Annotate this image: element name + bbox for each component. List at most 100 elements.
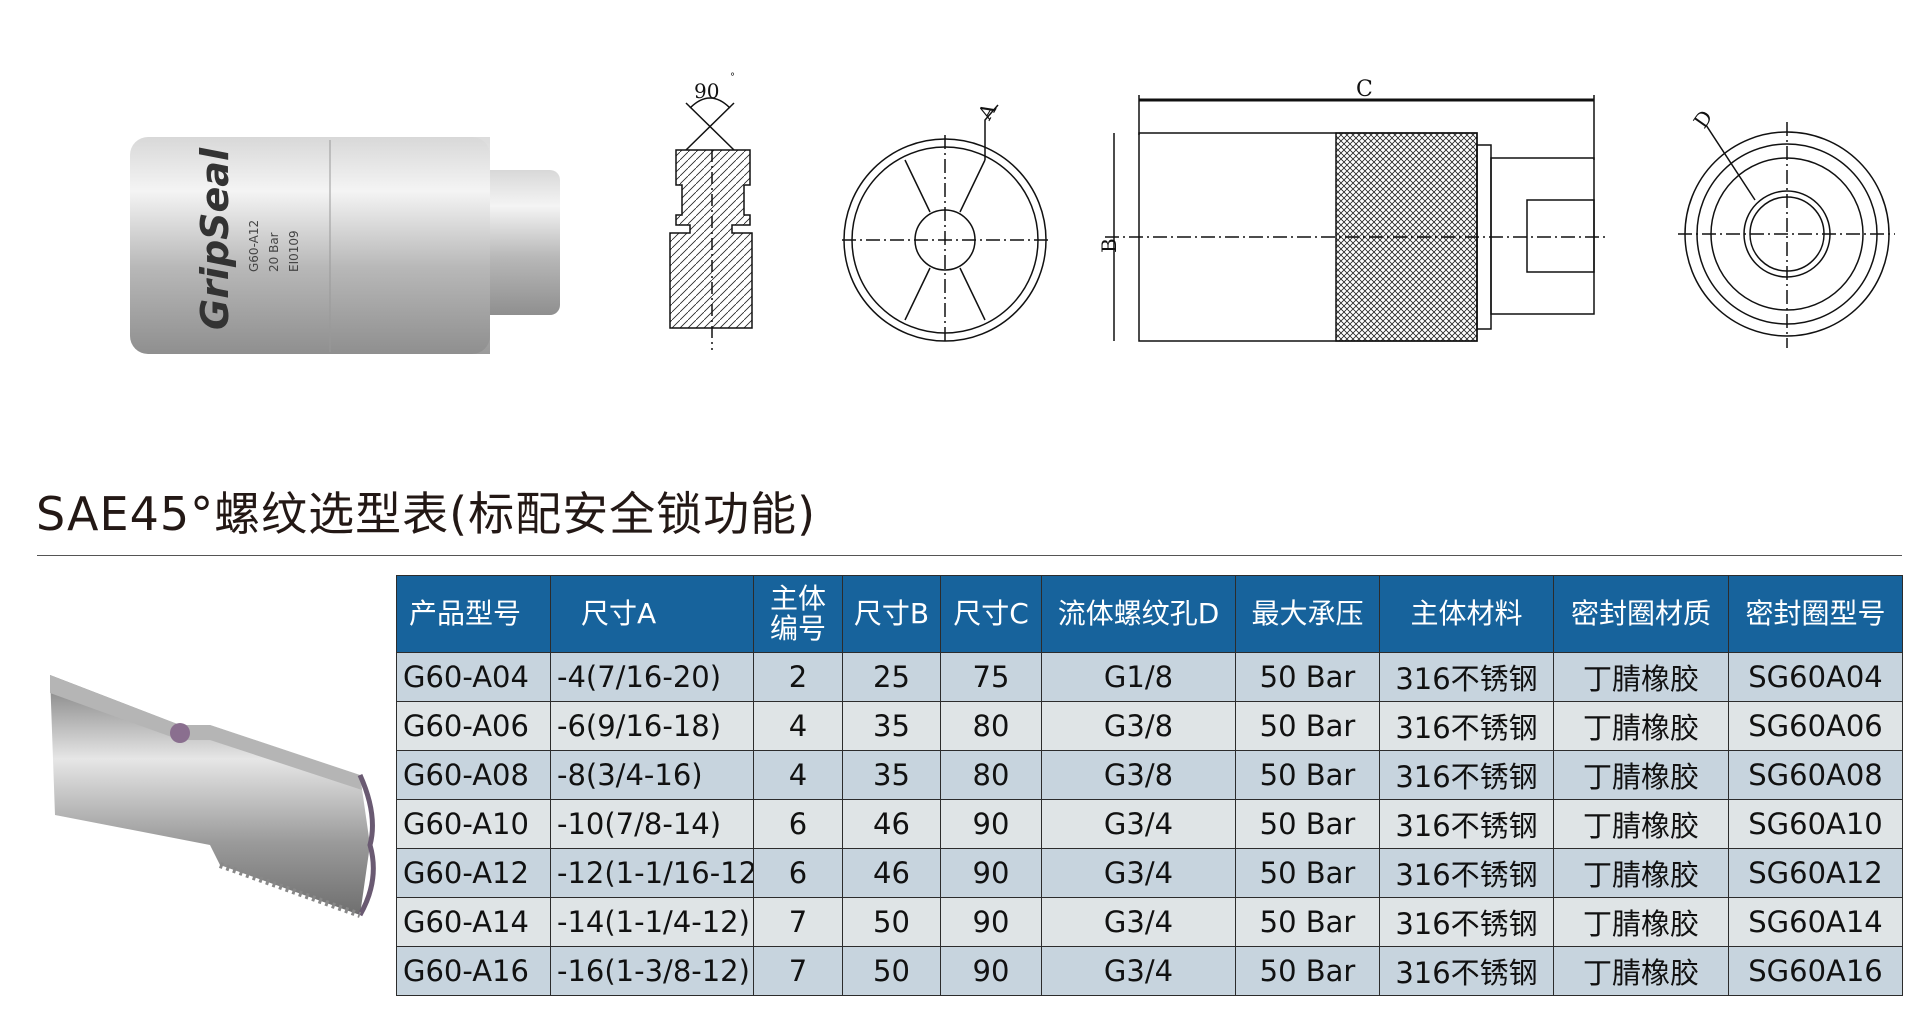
cell-fluid-thread-d: G3/4 xyxy=(1041,799,1236,849)
svg-text:B: B xyxy=(1097,238,1121,253)
cell-model: G60-A04 xyxy=(396,652,551,702)
cell-max-pressure: 50 Bar xyxy=(1235,897,1380,947)
cell-body-number: 6 xyxy=(753,848,843,898)
cell-seal-model: SG60A06 xyxy=(1728,701,1903,751)
cutaway-illustration xyxy=(50,675,376,918)
cell-size-b: 46 xyxy=(842,799,941,849)
cell-size-a: -14(1-1/4-12) xyxy=(550,897,754,947)
cell-size-a: -4(7/16-20) xyxy=(550,652,754,702)
header-size-b: 尺寸B xyxy=(842,575,941,653)
cell-seal-model: SG60A16 xyxy=(1728,946,1903,996)
cell-size-b: 35 xyxy=(842,701,941,751)
cell-seal-material: 丁腈橡胶 xyxy=(1553,946,1729,996)
cell-body-material: 316不锈钢 xyxy=(1379,848,1554,898)
cell-body-material: 316不锈钢 xyxy=(1379,946,1554,996)
header-model: 产品型号 xyxy=(396,575,551,653)
header-max-pressure: 最大承压 xyxy=(1235,575,1380,653)
cell-body-number: 2 xyxy=(753,652,843,702)
cell-size-b: 35 xyxy=(842,750,941,800)
cell-max-pressure: 50 Bar xyxy=(1235,848,1380,898)
cell-seal-model: SG60A12 xyxy=(1728,848,1903,898)
svg-text:G60-A12: G60-A12 xyxy=(247,220,261,272)
table-header-row: 产品型号 尺寸A 主体 编号 尺寸B 尺寸C 流体螺纹孔D 最大承压 主体材料 密… xyxy=(396,575,1903,653)
cell-model: G60-A16 xyxy=(396,946,551,996)
cell-seal-material: 丁腈橡胶 xyxy=(1553,701,1729,751)
cell-size-b: 50 xyxy=(842,946,941,996)
cell-fluid-thread-d: G3/8 xyxy=(1041,750,1236,800)
cell-max-pressure: 50 Bar xyxy=(1235,799,1380,849)
cell-size-c: 90 xyxy=(940,946,1042,996)
cell-fluid-thread-d: G3/4 xyxy=(1041,946,1236,996)
divider xyxy=(37,555,1902,556)
cell-size-c: 75 xyxy=(940,652,1042,702)
cell-size-c: 90 xyxy=(940,799,1042,849)
table-row: G60-A06 -6(9/16-18) 4 35 80 G3/8 50 Bar 316不锈钢丁… xyxy=(396,701,1903,751)
cell-model: G60-A08 xyxy=(396,750,551,800)
cell-body-number: 6 xyxy=(753,799,843,849)
cell-seal-material: 丁腈橡胶 xyxy=(1553,799,1729,849)
cell-model: G60-A12 xyxy=(396,848,551,898)
table-row: G60-A08 -8(3/4-16) 4 35 80 G3/8 50 Bar 316不锈钢 丁腈… xyxy=(396,750,1903,800)
cell-size-a: -16(1-3/8-12) xyxy=(550,946,754,996)
cell-seal-model: SG60A14 xyxy=(1728,897,1903,947)
cell-body-number: 7 xyxy=(753,897,843,947)
header-body-number: 主体 编号 xyxy=(753,575,843,653)
cell-model: G60-A06 xyxy=(396,701,551,751)
page-title: SAE45°螺纹选型表(标配安全锁功能) xyxy=(36,487,817,541)
cell-size-c: 80 xyxy=(940,701,1042,751)
table-row: G60-A16 -16(1-3/8-12) 7 50 90 G3/4 50 Bar 316不锈… xyxy=(396,946,1903,996)
cell-fluid-thread-d: G1/8 xyxy=(1041,652,1236,702)
cell-size-c: 80 xyxy=(940,750,1042,800)
end-view-a-drawing: A xyxy=(842,99,1048,345)
cell-model: G60-A14 xyxy=(396,897,551,947)
end-view-d-drawing: D xyxy=(1678,106,1895,348)
cell-size-a: -10(7/8-14) xyxy=(550,799,754,849)
cell-seal-material: 丁腈橡胶 xyxy=(1553,750,1729,800)
cell-seal-material: 丁腈橡胶 xyxy=(1553,897,1729,947)
cell-seal-material: 丁腈橡胶 xyxy=(1553,652,1729,702)
cell-size-a: -12(1-1/16-12) xyxy=(550,848,754,898)
svg-text:C: C xyxy=(1356,77,1373,102)
svg-text:A: A xyxy=(972,99,1001,125)
cell-max-pressure: 50 Bar xyxy=(1235,750,1380,800)
cell-seal-model: SG60A10 xyxy=(1728,799,1903,849)
cell-seal-model: SG60A04 xyxy=(1728,652,1903,702)
cell-body-number: 4 xyxy=(753,701,843,751)
cell-fluid-thread-d: G3/8 xyxy=(1041,701,1236,751)
cell-seal-material: 丁腈橡胶 xyxy=(1553,848,1729,898)
cell-body-material: 316不锈钢 xyxy=(1379,750,1554,800)
cell-size-b: 50 xyxy=(842,897,941,947)
header-seal-model: 密封圈型号 xyxy=(1728,575,1903,653)
svg-text:20 Bar: 20 Bar xyxy=(267,232,281,272)
cell-model: G60-A10 xyxy=(396,799,551,849)
svg-text:EI0109: EI0109 xyxy=(287,230,301,272)
cell-size-a: -6(9/16-18) xyxy=(550,701,754,751)
cell-max-pressure: 50 Bar xyxy=(1235,946,1380,996)
cell-max-pressure: 50 Bar xyxy=(1235,701,1380,751)
cell-fluid-thread-d: G3/4 xyxy=(1041,897,1236,947)
selection-table: 产品型号 尺寸A 主体 编号 尺寸B 尺寸C 流体螺纹孔D 最大承压 主体材料 密… xyxy=(396,575,1903,996)
header-seal-material: 密封圈材质 xyxy=(1553,575,1729,653)
table-row: G60-A14 -14(1-1/4-12) 7 50 90 G3/4 50 Bar 316不锈… xyxy=(396,897,1903,947)
cell-body-number: 4 xyxy=(753,750,843,800)
brand-logo: GripSeal xyxy=(193,147,237,330)
product-photo: GripSeal G60-A12 20 Bar EI0109 xyxy=(130,137,560,354)
cell-body-material: 316不锈钢 xyxy=(1379,652,1554,702)
header-size-a: 尺寸A xyxy=(550,575,754,653)
svg-text:D: D xyxy=(1689,106,1718,133)
cell-body-material: 316不锈钢 xyxy=(1379,897,1554,947)
header-size-c: 尺寸C xyxy=(940,575,1042,653)
svg-text:°: ° xyxy=(730,72,735,83)
header-fluid-thread-d: 流体螺纹孔D xyxy=(1041,575,1236,653)
cell-size-a: -8(3/4-16) xyxy=(550,750,754,800)
cell-max-pressure: 50 Bar xyxy=(1235,652,1380,702)
cell-size-c: 90 xyxy=(940,897,1042,947)
header-body-material: 主体材料 xyxy=(1379,575,1554,653)
side-view-drawing: C B xyxy=(1097,77,1608,342)
cell-body-number: 7 xyxy=(753,946,843,996)
cell-size-b: 46 xyxy=(842,848,941,898)
cell-size-b: 25 xyxy=(842,652,941,702)
cell-size-c: 90 xyxy=(940,848,1042,898)
cell-seal-model: SG60A08 xyxy=(1728,750,1903,800)
table-row: G60-A12 -12(1-1/16-12) 6 46 90 G3/4 50 Bar 316不… xyxy=(396,848,1903,898)
